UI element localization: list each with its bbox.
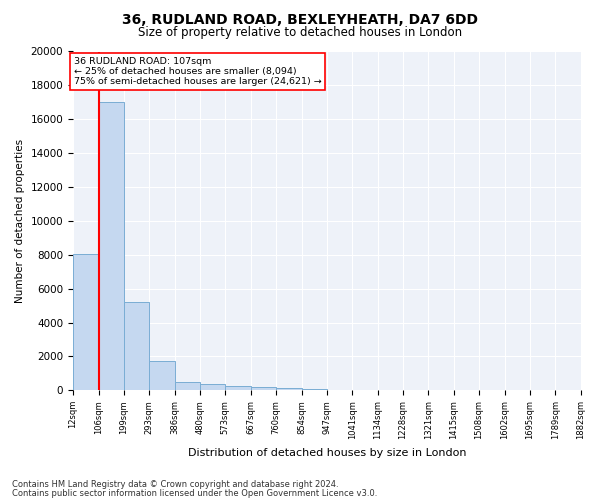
- Bar: [276, 388, 302, 390]
- Text: Contains HM Land Registry data © Crown copyright and database right 2024.: Contains HM Land Registry data © Crown c…: [12, 480, 338, 489]
- X-axis label: Distribution of detached houses by size in London: Distribution of detached houses by size …: [188, 448, 466, 458]
- Text: Size of property relative to detached houses in London: Size of property relative to detached ho…: [138, 26, 462, 39]
- Bar: [225, 386, 251, 390]
- Bar: [175, 382, 200, 390]
- Bar: [124, 302, 149, 390]
- Y-axis label: Number of detached properties: Number of detached properties: [15, 139, 25, 303]
- Bar: [73, 254, 98, 390]
- Bar: [251, 388, 276, 390]
- Bar: [98, 102, 124, 391]
- Text: Contains public sector information licensed under the Open Government Licence v3: Contains public sector information licen…: [12, 488, 377, 498]
- Text: 36, RUDLAND ROAD, BEXLEYHEATH, DA7 6DD: 36, RUDLAND ROAD, BEXLEYHEATH, DA7 6DD: [122, 12, 478, 26]
- Bar: [200, 384, 225, 390]
- Text: 36 RUDLAND ROAD: 107sqm
← 25% of detached houses are smaller (8,094)
75% of semi: 36 RUDLAND ROAD: 107sqm ← 25% of detache…: [74, 56, 322, 86]
- Bar: [149, 360, 175, 390]
- Bar: [302, 389, 327, 390]
